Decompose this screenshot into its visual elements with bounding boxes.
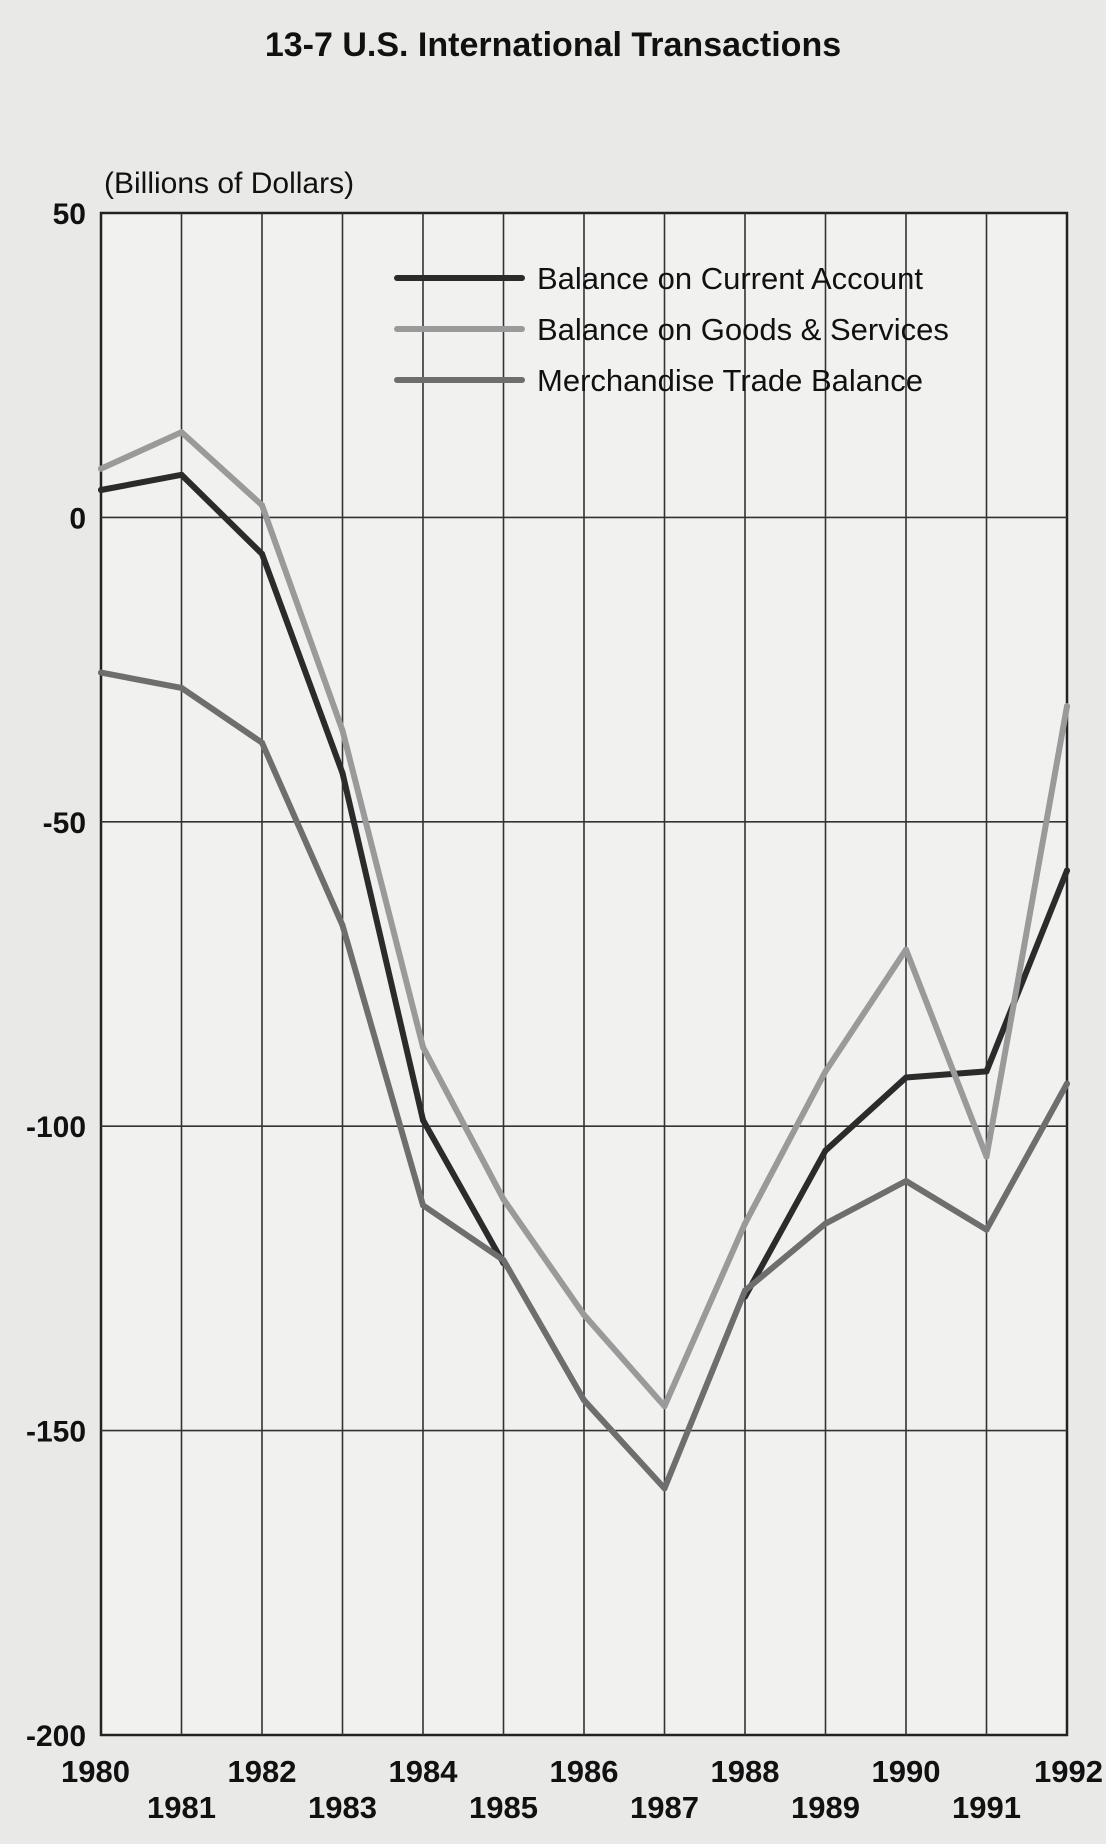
data-point	[983, 1226, 990, 1233]
data-point	[661, 1403, 668, 1410]
y-tick-label: -50	[43, 807, 86, 840]
y-tick-label: 50	[53, 198, 86, 231]
x-tick-label: 1987	[630, 1790, 699, 1825]
series-line-1	[98, 471, 507, 1267]
legend-label: Merchandise Trade Balance	[537, 363, 923, 398]
data-point	[259, 502, 265, 509]
x-tick-label: 1992	[1034, 1754, 1103, 1789]
data-point	[178, 684, 185, 691]
x-tick-label: 1988	[711, 1754, 780, 1789]
x-tick-label: 1989	[791, 1790, 860, 1825]
data-point	[420, 1117, 426, 1124]
data-point	[661, 1485, 668, 1492]
data-point	[420, 1044, 426, 1051]
legend: Balance on Current Account Balance on Goo…	[394, 261, 949, 398]
data-point	[500, 1196, 507, 1203]
series-2-group	[98, 429, 1070, 1410]
data-point	[339, 727, 346, 734]
data-point	[983, 1068, 990, 1075]
x-tick-label: 1983	[308, 1790, 377, 1825]
data-point	[903, 946, 909, 953]
data-point	[903, 1074, 909, 1081]
data-point	[420, 1202, 426, 1209]
x-tick-label: 1981	[147, 1790, 216, 1825]
data-point	[259, 739, 265, 746]
data-point	[98, 465, 104, 472]
data-point	[822, 1068, 829, 1075]
data-point	[1064, 703, 1070, 710]
data-point	[339, 770, 346, 777]
data-point	[178, 429, 185, 436]
data-point	[822, 1220, 829, 1227]
data-point	[983, 1153, 990, 1160]
legend-label: Balance on Goods & Services	[537, 312, 949, 347]
data-point	[581, 1311, 587, 1318]
x-tick-label: 1985	[469, 1790, 538, 1825]
data-point	[98, 669, 104, 676]
data-point	[1064, 1080, 1070, 1087]
data-point	[259, 550, 265, 557]
x-tick-label: 1990	[872, 1754, 941, 1789]
x-tick-label: 1980	[61, 1754, 130, 1789]
data-point	[500, 1257, 507, 1264]
legend-label: Balance on Current Account	[537, 261, 923, 296]
x-axis: 1980 1981 1982 1983 1984 1985 1986 1987 1988 1989…	[61, 1754, 1103, 1825]
y-axis-unit-label: (Billions of Dollars)	[104, 167, 354, 200]
data-point	[742, 1220, 748, 1227]
data-point	[98, 487, 104, 494]
x-tick-label: 1991	[952, 1790, 1021, 1825]
y-tick-label: -150	[26, 1416, 86, 1449]
series-lines	[98, 429, 1070, 1492]
data-point	[178, 471, 185, 478]
data-point	[822, 1147, 829, 1154]
series-3-group	[98, 669, 1070, 1492]
data-point	[742, 1287, 748, 1294]
data-point	[1064, 867, 1070, 874]
data-point	[581, 1397, 587, 1404]
data-point	[903, 1177, 909, 1184]
y-tick-label: -100	[26, 1111, 86, 1144]
y-tick-label: -200	[26, 1720, 86, 1753]
x-tick-label: 1982	[228, 1754, 297, 1789]
y-axis: 50 0 -50 -100 -150 -200	[26, 198, 86, 1753]
y-tick-label: 0	[69, 502, 86, 535]
data-point	[339, 922, 346, 929]
chart-title: 13-7 U.S. International Transactions	[265, 26, 841, 64]
x-tick-label: 1984	[389, 1754, 459, 1789]
x-tick-label: 1986	[550, 1754, 619, 1789]
